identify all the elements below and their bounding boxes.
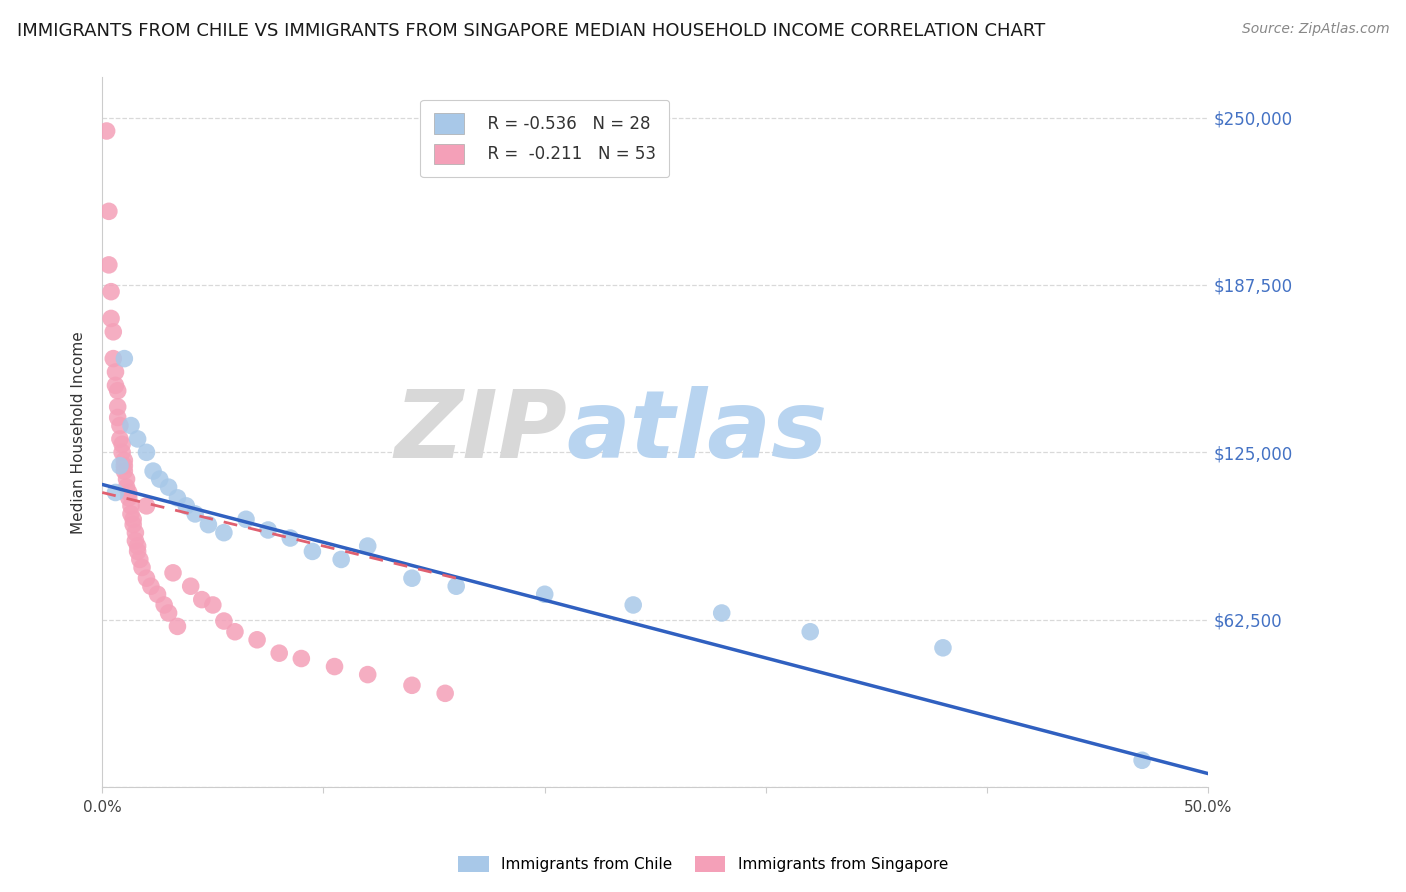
Point (710, 606, 733, 620)
Point (112, 458, 135, 473)
Point (120, 499, 142, 513)
Point (124, 525, 146, 540)
Point (533, 587, 555, 601)
Point (112, 464, 135, 478)
Point (621, 598, 644, 612)
Point (120, 418, 142, 433)
Point (212, 525, 235, 540)
Point (180, 579, 202, 593)
Point (115, 480, 138, 494)
Point (434, 686, 457, 700)
Point (107, 410, 129, 425)
Point (103, 351, 125, 366)
Point (142, 464, 165, 478)
Point (269, 646, 291, 660)
Point (108, 458, 131, 473)
Point (131, 560, 153, 574)
Point (111, 445, 134, 459)
Point (100, 285, 122, 299)
Point (197, 517, 219, 532)
Point (323, 659, 346, 673)
Point (357, 539, 380, 553)
Point (127, 544, 149, 558)
Point (104, 378, 127, 392)
Point (174, 499, 197, 513)
Point (112, 453, 135, 467)
Point (127, 539, 149, 553)
Text: atlas: atlas (567, 386, 828, 478)
Point (111, 437, 134, 451)
Point (401, 678, 423, 692)
Point (120, 507, 142, 521)
Point (301, 544, 323, 558)
Point (166, 619, 188, 633)
Point (118, 485, 141, 500)
Point (103, 325, 125, 339)
Point (104, 365, 127, 379)
Point (100, 311, 122, 326)
Point (212, 614, 235, 628)
Point (135, 499, 157, 513)
Point (257, 523, 280, 537)
Point (932, 640, 955, 655)
Point (401, 571, 423, 585)
Point (246, 632, 269, 647)
Point (122, 517, 145, 532)
Point (108, 418, 131, 433)
Point (162, 566, 184, 580)
Point (118, 491, 141, 505)
Text: ZIP: ZIP (394, 386, 567, 478)
Point (97, 204, 120, 219)
Point (330, 552, 353, 566)
Point (1130, 753, 1153, 767)
Point (201, 598, 224, 612)
Point (149, 472, 172, 486)
Point (107, 400, 129, 414)
Point (278, 531, 301, 545)
Point (799, 624, 821, 639)
Point (108, 432, 131, 446)
Point (224, 624, 246, 639)
Legend: Immigrants from Chile, Immigrants from Singapore: Immigrants from Chile, Immigrants from S… (450, 848, 956, 880)
Point (135, 445, 157, 459)
Point (122, 512, 145, 526)
Text: Source: ZipAtlas.com: Source: ZipAtlas.com (1241, 22, 1389, 37)
Point (104, 485, 127, 500)
Point (124, 533, 146, 548)
Point (112, 351, 135, 366)
Legend:   R = -0.536   N = 28,   R =  -0.211   N = 53: R = -0.536 N = 28, R = -0.211 N = 53 (420, 100, 669, 178)
Point (157, 480, 180, 494)
Point (444, 579, 467, 593)
Text: IMMIGRANTS FROM CHILE VS IMMIGRANTS FROM SINGAPORE MEDIAN HOUSEHOLD INCOME CORRE: IMMIGRANTS FROM CHILE VS IMMIGRANTS FROM… (17, 22, 1045, 40)
Point (128, 552, 150, 566)
Point (290, 651, 312, 665)
Point (146, 587, 169, 601)
Y-axis label: Median Household Income: Median Household Income (72, 331, 86, 533)
Point (357, 667, 380, 681)
Point (96, 124, 118, 138)
Point (153, 598, 176, 612)
Point (235, 512, 257, 526)
Point (107, 384, 129, 398)
Point (127, 432, 149, 446)
Point (184, 507, 207, 521)
Point (191, 592, 214, 607)
Point (115, 472, 138, 486)
Point (135, 571, 157, 585)
Point (139, 579, 162, 593)
Point (166, 491, 188, 505)
Point (97, 258, 120, 272)
Point (157, 606, 180, 620)
